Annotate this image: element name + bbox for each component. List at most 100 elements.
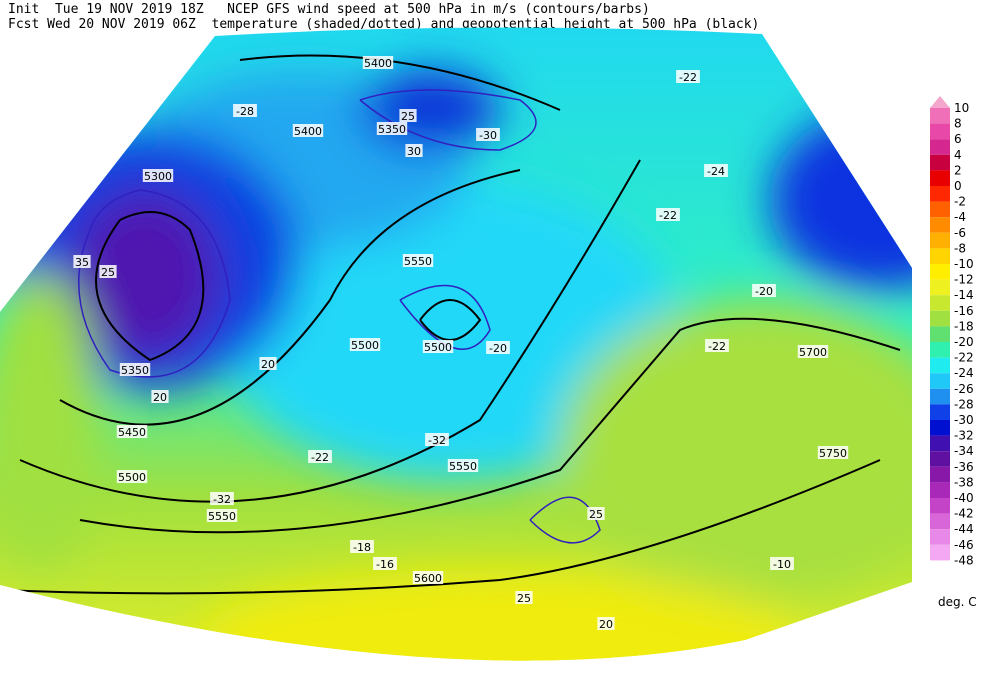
wind-contours [78, 89, 601, 544]
colorbar-label: 10 [954, 101, 969, 115]
map-label: -10 [773, 558, 791, 571]
map-label-box [206, 509, 238, 522]
colorbar-label: -4 [954, 210, 966, 224]
colorbar-swatch [930, 123, 950, 140]
colorbar-label: -26 [954, 382, 974, 396]
map-label-box [362, 56, 394, 69]
map-label-box [412, 571, 444, 584]
colorbar-swatch [930, 357, 950, 374]
map-label: 5350 [378, 123, 406, 136]
map-label-box [405, 144, 423, 157]
map-label: 5300 [144, 170, 172, 183]
map-label-box [422, 340, 454, 353]
map-label-box [587, 507, 605, 520]
map-label-box [233, 104, 257, 117]
colorbar-label: -2 [954, 195, 966, 209]
map-label: 5400 [364, 57, 392, 70]
colorbar-swatch [930, 295, 950, 311]
map-label-box [210, 492, 234, 505]
map-label: 5550 [404, 255, 432, 268]
map-label: -22 [679, 71, 697, 84]
colorbar-swatch [930, 482, 950, 498]
colorbar-swatch [930, 498, 950, 514]
colorbar-swatch [930, 217, 950, 233]
colorbar-swatch [930, 373, 950, 389]
map-label-box [399, 109, 417, 122]
map-label: 25 [589, 508, 603, 521]
map-label-box [116, 425, 148, 438]
map-label-box [151, 390, 169, 403]
colorbar-label: -30 [954, 413, 974, 427]
colorbar-swatch [930, 420, 950, 436]
map-label: 5400 [294, 125, 322, 138]
map-label-box [349, 338, 381, 351]
map-label: 5750 [819, 447, 847, 460]
map-label: -22 [708, 340, 726, 353]
map-label-box [597, 617, 615, 630]
map-label: -28 [236, 105, 254, 118]
map-label: 20 [599, 618, 613, 631]
header-line: Fcst Wed 20 NOV 2019 06Z temperature (sh… [8, 17, 760, 32]
colorbar-label: -34 [954, 444, 974, 458]
colorbar-label: -36 [954, 460, 974, 474]
map-label-box [116, 470, 148, 483]
map-label-box [308, 450, 332, 463]
colorbar-swatch [930, 435, 950, 452]
map-label-box [447, 459, 479, 472]
map-label: 5350 [121, 364, 149, 377]
colorbar-label: -32 [954, 429, 974, 443]
colorbar-swatch [930, 279, 950, 296]
map-label-box [752, 284, 776, 297]
map-label-box [797, 345, 829, 358]
colorbar-label: 2 [954, 163, 962, 177]
colorbar-label: -24 [954, 366, 974, 380]
map-label-box [704, 164, 728, 177]
header-line: Init Tue 19 NOV 2019 18Z NCEP GFS wind s… [8, 2, 650, 17]
colorbar-label: -8 [954, 241, 966, 255]
map-label-box [705, 339, 729, 352]
map-label: 5500 [351, 339, 379, 352]
colorbar-swatch [930, 388, 950, 405]
map-label-box [99, 265, 117, 278]
map-label: 25 [101, 266, 115, 279]
map-label-box [515, 591, 533, 604]
colorbar-label: 4 [954, 148, 962, 162]
colorbar-label: -46 [954, 538, 974, 552]
colorbar-label: -6 [954, 226, 966, 240]
map-label-box [425, 433, 449, 446]
map-label-box [142, 169, 174, 182]
colorbar-swatch [930, 513, 950, 530]
colorbar-arrow [930, 96, 950, 108]
colorbar-swatch [930, 232, 950, 249]
colorbar-swatch [930, 139, 950, 155]
colorbar-label: -12 [954, 273, 974, 287]
colorbar-swatch [930, 248, 950, 264]
colorbar-swatch [930, 342, 950, 358]
map-label-box [676, 70, 700, 83]
map-label: 35 [75, 256, 89, 269]
colorbar-label: 6 [954, 132, 962, 146]
map-label-box [817, 446, 849, 459]
map-label: 30 [407, 145, 421, 158]
map-label-box [402, 254, 434, 267]
map-label: -20 [489, 342, 507, 355]
map-label: 5500 [424, 341, 452, 354]
colorbar-swatch [930, 326, 950, 342]
map-label: -22 [659, 209, 677, 222]
map-label: 25 [401, 110, 415, 123]
colorbar-label: 0 [954, 179, 962, 193]
colorbar-swatch [930, 108, 950, 124]
colorbar-swatch [930, 170, 950, 186]
map-label: 5600 [414, 572, 442, 585]
map-label: 5700 [799, 346, 827, 359]
colorbar-swatch [930, 466, 950, 483]
colorbar-label: -14 [954, 288, 974, 302]
colorbar-swatch [930, 186, 950, 202]
map-label: -20 [755, 285, 773, 298]
map-label: 20 [153, 391, 167, 404]
map-label: 20 [261, 358, 275, 371]
map-label-box [376, 122, 408, 135]
map-label-box [292, 124, 324, 137]
